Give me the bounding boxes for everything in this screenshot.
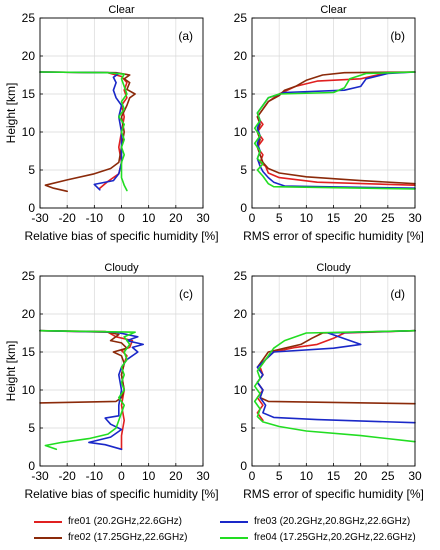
panel-1: -30 -20 -10 0 10 20 30 0 5 10 15 20 25 Clear (a) Relati… xyxy=(4,4,219,243)
panel-label: (a) xyxy=(178,29,193,43)
series-line-fre03 xyxy=(256,329,416,424)
y-tick-label: 25 xyxy=(234,11,248,25)
legend-label-fre02: fre02 (17.25GHz,22.6GHz) xyxy=(68,532,188,543)
x-tick-label: 30 xyxy=(408,469,422,483)
panel-label: (d) xyxy=(390,287,405,301)
x-tick-label: 20 xyxy=(169,211,183,225)
x-tick-label: 30 xyxy=(196,211,210,225)
panel-title: Clear xyxy=(320,4,347,16)
panel-label: (b) xyxy=(390,29,405,43)
y-tick-label: 20 xyxy=(22,49,36,63)
y-tick-label: 15 xyxy=(234,345,248,359)
y-tick-label: 15 xyxy=(22,87,36,101)
y-axis-label: Height [km] xyxy=(4,341,18,402)
legend-label-fre03: fre03 (20.2GHz,20.8GHz,22.6GHz) xyxy=(254,516,411,527)
panel-2: 0 5 10 15 20 25 30 0 5 10 15 20 25 Clear (b) RMS error … xyxy=(234,4,424,243)
y-tick-label: 25 xyxy=(22,11,36,25)
x-axis-label: Relative bias of specific humidity [%] xyxy=(24,487,218,501)
y-tick-label: 10 xyxy=(234,125,248,139)
x-tick-label: -20 xyxy=(58,211,76,225)
y-tick-label: 20 xyxy=(234,307,248,321)
y-tick-label: 25 xyxy=(234,269,248,283)
y-tick-label: 15 xyxy=(234,87,248,101)
y-tick-label: 0 xyxy=(240,459,247,473)
y-axis-label: Height [km] xyxy=(4,83,18,144)
x-tick-label: -30 xyxy=(31,469,49,483)
x-tick-label: 0 xyxy=(249,211,256,225)
y-tick-label: 20 xyxy=(234,49,248,63)
x-tick-label: 15 xyxy=(327,469,341,483)
panel-label: (c) xyxy=(179,287,193,301)
series-line-fre04 xyxy=(39,71,128,192)
legend-item-fre04: fre04 (17.25GHz,20.2GHz,22.6GHz) xyxy=(220,532,416,543)
y-tick-label: 0 xyxy=(28,459,35,473)
x-tick-label: -30 xyxy=(31,211,49,225)
legend-label-fre04: fre04 (17.25GHz,20.2GHz,22.6GHz) xyxy=(254,532,416,543)
x-tick-label: 20 xyxy=(169,469,183,483)
y-tick-label: 5 xyxy=(240,163,247,177)
y-tick-label: 20 xyxy=(22,307,36,321)
y-tick-label: 0 xyxy=(240,201,247,215)
legend-swatch-fre01 xyxy=(34,520,62,523)
x-axis-label: Relative bias of specific humidity [%] xyxy=(24,229,218,243)
x-tick-label: 5 xyxy=(276,469,283,483)
panel-title: Cloudy xyxy=(104,262,139,274)
x-tick-label: 25 xyxy=(381,211,395,225)
series-line-fre01 xyxy=(256,71,416,186)
series-line-fre01 xyxy=(39,329,134,451)
y-tick-label: 10 xyxy=(22,383,36,397)
series-line-fre04 xyxy=(253,71,416,190)
series-line-fre02 xyxy=(39,329,128,404)
y-tick-label: 5 xyxy=(240,421,247,435)
x-tick-label: 20 xyxy=(354,211,368,225)
y-tick-label: 10 xyxy=(234,383,248,397)
legend-swatch-fre02 xyxy=(34,536,62,539)
series-line-fre02 xyxy=(39,71,136,193)
y-tick-label: 5 xyxy=(28,421,35,435)
x-tick-label: 15 xyxy=(327,211,341,225)
x-tick-label: 10 xyxy=(142,469,156,483)
x-tick-label: 10 xyxy=(142,211,156,225)
x-tick-label: 0 xyxy=(118,469,125,483)
series-line-fre03 xyxy=(256,71,416,189)
x-tick-label: -10 xyxy=(86,211,104,225)
panel-3: -30 -20 -10 0 10 20 30 0 5 10 15 20 25 Cloudy (c) Relat… xyxy=(4,262,219,501)
panel-title: Cloudy xyxy=(316,262,351,274)
series-line-fre04 xyxy=(253,329,416,443)
legend-swatch-fre03 xyxy=(220,520,248,523)
legend-swatch-fre04 xyxy=(220,536,248,539)
panel-title: Clear xyxy=(108,4,135,16)
y-tick-label: 15 xyxy=(22,345,36,359)
x-tick-label: 5 xyxy=(276,211,283,225)
x-tick-label: 25 xyxy=(381,469,395,483)
y-tick-label: 10 xyxy=(22,125,36,139)
legend-label-fre01: fre01 (20.2GHz,22.6GHz) xyxy=(68,516,182,527)
legend-item-fre02: fre02 (17.25GHz,22.6GHz) xyxy=(34,532,188,543)
panel-4: 0 5 10 15 20 25 30 0 5 10 15 20 25 Cloudy (d) RMS error… xyxy=(234,262,424,501)
legend-item-fre01: fre01 (20.2GHz,22.6GHz) xyxy=(34,516,182,527)
x-tick-label: -20 xyxy=(58,469,76,483)
series-line-fre02 xyxy=(256,71,416,185)
legend: fre01 (20.2GHz,22.6GHz) fre02 (17.25GHz,… xyxy=(22,512,418,548)
x-axis-label: RMS error of specific humidity [%] xyxy=(243,229,424,243)
x-tick-label: -10 xyxy=(86,469,104,483)
series-line-fre03 xyxy=(39,71,123,191)
x-axis-label: RMS error of specific humidity [%] xyxy=(243,487,424,501)
y-tick-label: 25 xyxy=(22,269,36,283)
x-tick-label: 20 xyxy=(354,469,368,483)
x-tick-label: 10 xyxy=(300,469,314,483)
legend-item-fre03: fre03 (20.2GHz,20.8GHz,22.6GHz) xyxy=(220,516,410,527)
x-tick-label: 0 xyxy=(249,469,256,483)
x-tick-label: 30 xyxy=(196,469,210,483)
x-tick-label: 30 xyxy=(408,211,422,225)
x-tick-label: 0 xyxy=(118,211,125,225)
y-tick-label: 5 xyxy=(28,163,35,177)
series-line-fre04 xyxy=(39,329,136,451)
y-tick-label: 0 xyxy=(28,201,35,215)
x-tick-label: 10 xyxy=(300,211,314,225)
series-line-fre03 xyxy=(39,329,144,451)
